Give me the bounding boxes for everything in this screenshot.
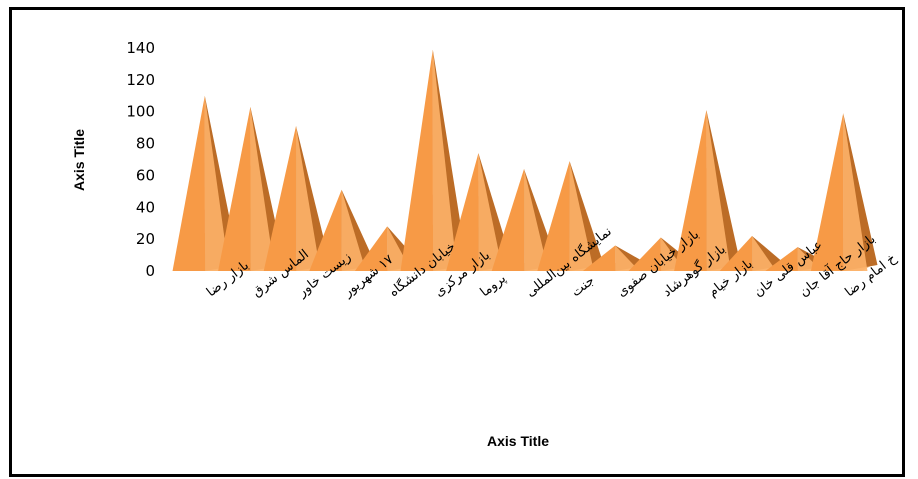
bars-group <box>172 49 878 272</box>
pyramid-side-face <box>204 95 230 272</box>
pyramid-side-face <box>843 113 868 271</box>
pyramid-side-face <box>250 106 275 271</box>
pyramid-front-face <box>218 106 251 271</box>
pyramid-side-face <box>615 245 640 271</box>
y-tick-label: 80 <box>136 135 155 153</box>
pyramid-front-face <box>172 95 206 272</box>
pyramid-side-face <box>341 189 366 271</box>
pyramid-front-face <box>354 226 388 271</box>
pyramid-bar <box>400 49 468 271</box>
pyramid-side-face <box>660 237 686 271</box>
pyramid-front-face <box>446 153 479 271</box>
y-tick-label: 20 <box>136 230 155 248</box>
pyramid-side-face <box>797 247 822 271</box>
x-tick-label: پروما <box>478 271 510 300</box>
y-tick-labels: 0 20 40 60 80 100 120 140 <box>126 39 155 280</box>
x-axis-title: Axis Title <box>487 433 549 449</box>
pyramid-front-face <box>674 110 707 271</box>
pyramid-bar <box>674 110 741 271</box>
pyramid-side-face <box>569 161 594 271</box>
pyramid-bar <box>263 126 331 271</box>
pyramid-bar <box>309 189 376 271</box>
pyramid-side-face <box>478 153 503 271</box>
pyramid-front-face <box>628 237 662 271</box>
pyramid-side-face <box>524 169 549 271</box>
pyramid-side-face <box>296 126 321 271</box>
y-tick-label: 40 <box>136 198 155 216</box>
pyramid-side-face <box>432 49 458 271</box>
pyramid-front-face <box>263 126 297 271</box>
y-tick-label: 120 <box>126 71 155 89</box>
pyramid-front-face <box>400 49 434 271</box>
y-tick-label: 60 <box>136 166 155 184</box>
y-tick-label: 140 <box>126 39 155 57</box>
y-tick-label: 100 <box>126 103 155 121</box>
pyramid-front-face <box>491 169 525 271</box>
x-tick-label: جنت <box>569 273 598 300</box>
pyramid-front-face <box>719 235 753 271</box>
pyramid-front-face <box>582 245 616 271</box>
pyramid-bar <box>537 161 604 271</box>
pyramid-bar <box>491 169 559 271</box>
pyramid-front-face <box>309 189 342 271</box>
pyramid-bar <box>172 95 240 272</box>
y-axis-title: Axis Title <box>71 129 87 191</box>
pyramid-side-face <box>706 110 731 271</box>
pyramid-front-face <box>810 113 844 271</box>
pyramid-side-face <box>752 235 777 271</box>
y-tick-label: 0 <box>145 262 155 280</box>
pyramid-front-face <box>765 247 798 271</box>
pyramid-bar <box>810 113 878 271</box>
pyramid-front-face <box>537 161 570 271</box>
